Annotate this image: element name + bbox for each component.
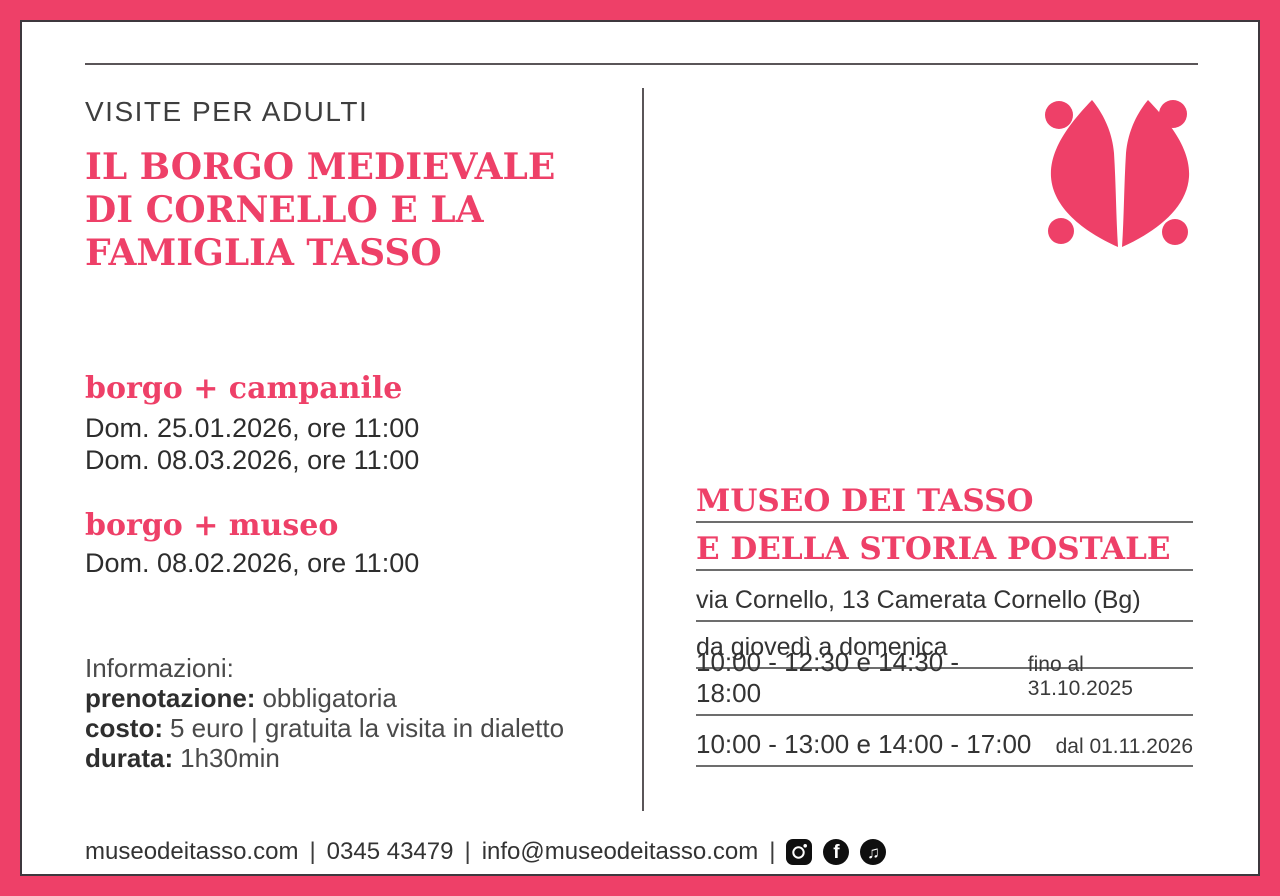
- page-title: IL BORGO MEDIEVALE DI CORNELLO E LA FAMI…: [85, 146, 555, 275]
- footer-separator: |: [769, 838, 776, 865]
- opening-days-row: da giovedì a domenica: [696, 625, 1193, 669]
- info-block: Informazioni: prenotazione: obbligatoria …: [85, 653, 564, 773]
- section-dates-borgo-museo: Dom. 08.02.2026, ore 11:00: [85, 547, 419, 579]
- info-value: 1h30min: [180, 743, 280, 773]
- footer-separator: |: [464, 838, 471, 865]
- opening-hours-row-1: 10:00 - 12:30 e 14:30 - 18:00 fino al 31…: [696, 647, 1193, 716]
- museum-name-line-2: E DELLA STORIA POSTALE: [696, 527, 1193, 571]
- info-row-prenotazione: prenotazione: obbligatoria: [85, 683, 564, 713]
- instagram-icon[interactable]: [786, 839, 813, 865]
- section-heading-borgo-museo: borgo + museo: [85, 508, 339, 543]
- date-row: Dom. 08.02.2026, ore 11:00: [85, 548, 420, 578]
- info-label: prenotazione:: [85, 683, 256, 713]
- top-rule: [85, 63, 1198, 65]
- page-title-line-3: FAMIGLIA TASSO: [85, 232, 442, 274]
- facebook-icon[interactable]: f: [823, 839, 850, 865]
- info-title: Informazioni:: [85, 653, 234, 683]
- info-value: obbligatoria: [262, 683, 397, 713]
- opening-days: da giovedì a domenica: [696, 633, 948, 661]
- footer-separator: |: [309, 838, 316, 865]
- museo-dei-tasso-logo-icon: [1045, 100, 1190, 247]
- hours-validity-note: fino al 31.10.2025: [1027, 653, 1133, 700]
- info-row-costo: costo: 5 euro | gratuita la visita in dia…: [85, 713, 564, 743]
- info-value: 5 euro | gratuita la visita in dialetto: [170, 713, 565, 743]
- info-row-durata: durata: 1h30min: [85, 743, 564, 773]
- phone-number[interactable]: 0345 43479: [326, 838, 454, 865]
- museum-address-row: via Cornello, 13 Camerata Cornello (Bg): [696, 578, 1193, 622]
- footer-contact-bar: museodeitasso.com | 0345 43479 | info@mu…: [85, 836, 887, 868]
- hours-validity-note: dal 01.11.2026: [1055, 735, 1193, 758]
- date-row: Dom. 25.01.2026, ore 11:00: [85, 413, 420, 443]
- tiktok-icon[interactable]: ♫: [860, 839, 887, 865]
- section-heading-borgo-campanile: borgo + campanile: [85, 371, 403, 406]
- date-row: Dom. 08.03.2026, ore 11:00: [85, 445, 420, 475]
- info-label: durata:: [85, 743, 174, 773]
- flyer-page: VISITE PER ADULTI IL BORGO MEDIEVALE DI …: [20, 20, 1260, 876]
- email-link[interactable]: info@museodeitasso.com: [481, 838, 759, 865]
- section-dates-borgo-campanile: Dom. 25.01.2026, ore 11:00 Dom. 08.03.20…: [85, 412, 419, 476]
- hours-times: 10:00 - 13:00 e 14:00 - 17:00: [696, 729, 1032, 759]
- eyebrow-title: VISITE PER ADULTI: [85, 96, 369, 127]
- page-title-line-1: IL BORGO MEDIEVALE: [85, 146, 556, 188]
- hours-times: 10:00 - 12:30 e 14:30 - 18:00: [696, 647, 960, 708]
- vertical-divider: [642, 88, 644, 811]
- museum-address: via Cornello, 13 Camerata Cornello (Bg): [696, 586, 1141, 614]
- website-link[interactable]: museodeitasso.com: [85, 838, 299, 865]
- info-label: costo:: [85, 713, 163, 743]
- page-title-line-2: DI CORNELLO E LA: [85, 189, 484, 231]
- museum-name-line-1: MUSEO DEI TASSO: [696, 479, 1193, 523]
- opening-hours-row-2: 10:00 - 13:00 e 14:00 - 17:00 dal 01.11.…: [696, 723, 1193, 767]
